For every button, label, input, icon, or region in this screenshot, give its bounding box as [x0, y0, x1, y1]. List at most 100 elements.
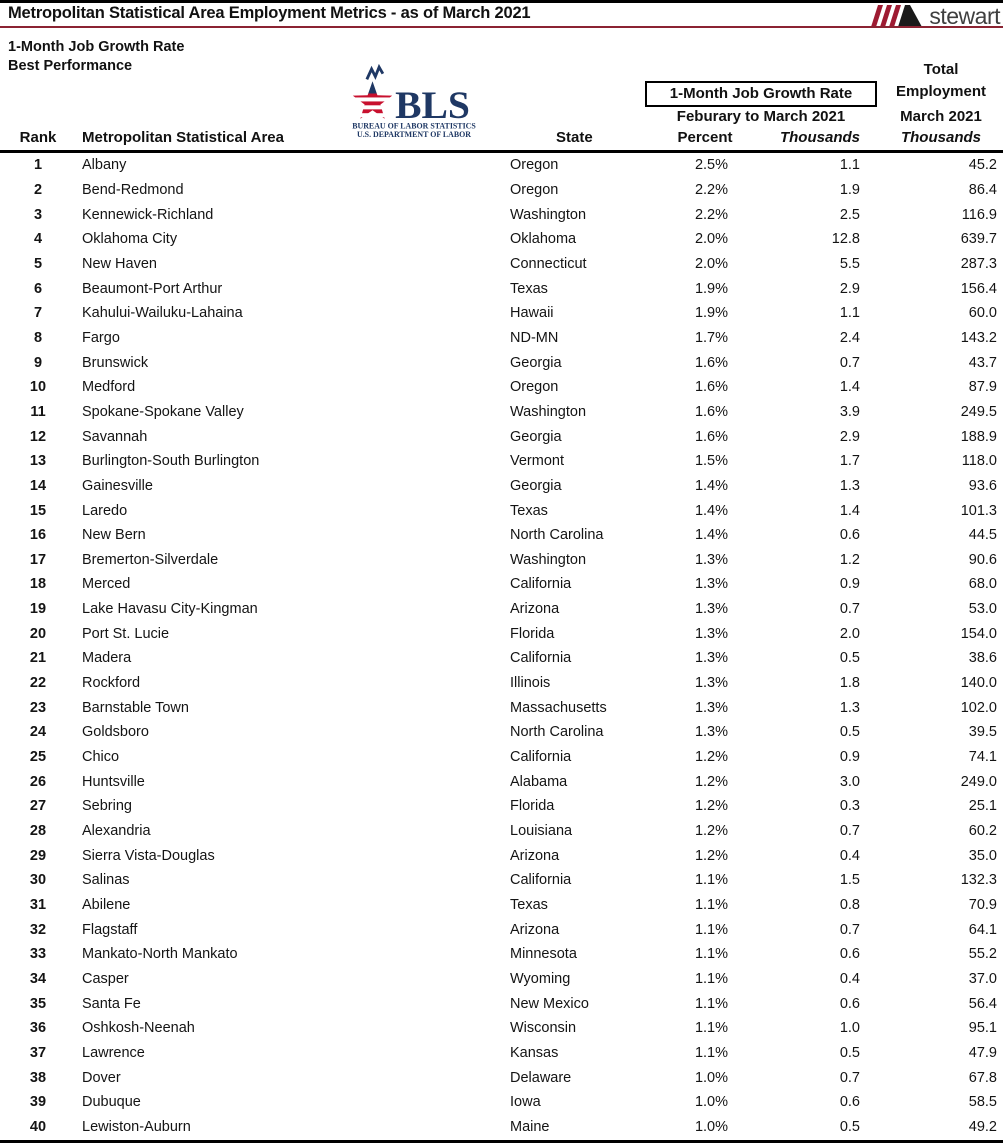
col-header-state: State: [556, 129, 593, 146]
bls-zigzag-icon: [365, 63, 385, 80]
percent-cell: 1.0%: [694, 1094, 728, 1111]
rank-cell: 16: [29, 527, 47, 544]
percent-cell: 1.7%: [694, 329, 728, 346]
percent-cell: 1.9%: [694, 280, 728, 297]
col-header-msa: Metropolitan Statistical Area: [82, 129, 284, 146]
table-row: 12 Savannah Georgia 1.6% 2.9 188.9: [0, 424, 1003, 449]
percent-cell: 1.3%: [694, 650, 728, 667]
state-cell: California: [510, 576, 572, 593]
state-cell: Arizona: [510, 847, 560, 864]
rank-cell: 26: [29, 773, 47, 790]
growth-thousands-cell: 0.7: [839, 1069, 860, 1086]
percent-cell: 1.3%: [694, 724, 728, 741]
percent-cell: 1.1%: [694, 897, 728, 914]
msa-cell: Savannah: [82, 428, 148, 445]
table-row: 34 Casper Wyoming 1.1% 0.4 37.0: [0, 967, 1003, 992]
percent-cell: 1.2%: [694, 823, 728, 840]
rank-cell: 23: [29, 699, 47, 716]
msa-cell: Kahului-Wailuku-Lahaina: [82, 305, 243, 322]
rank-cell: 33: [29, 946, 47, 963]
growth-thousands-cell: 1.2: [839, 551, 860, 568]
growth-thousands-cell: 0.5: [839, 724, 860, 741]
growth-thousands-cell: 0.9: [839, 576, 860, 593]
growth-thousands-cell: 0.4: [839, 970, 860, 987]
stewart-wordmark: stewart: [929, 3, 1000, 29]
msa-cell: Oklahoma City: [82, 231, 178, 248]
state-cell: Wisconsin: [510, 1020, 577, 1037]
rank-cell: 1: [33, 157, 43, 174]
total-thousands-cell: 101.3: [960, 502, 997, 519]
table-row: 35 Santa Fe New Mexico 1.1% 0.6 56.4: [0, 991, 1003, 1016]
state-cell: Washington: [510, 403, 587, 420]
state-cell: Louisiana: [510, 823, 573, 840]
percent-cell: 1.0%: [694, 1118, 728, 1135]
growth-thousands-cell: 2.4: [839, 329, 860, 346]
growth-thousands-cell: 1.1: [839, 157, 860, 174]
msa-cell: Albany: [82, 157, 127, 174]
state-cell: Alabama: [510, 773, 568, 790]
growth-thousands-cell: 0.8: [839, 897, 860, 914]
total-thousands-cell: 39.5: [968, 724, 997, 741]
table-row: 31 Abilene Texas 1.1% 0.8 70.9: [0, 893, 1003, 918]
percent-cell: 1.3%: [694, 551, 728, 568]
rank-cell: 38: [29, 1069, 47, 1086]
rank-cell: 25: [29, 749, 47, 766]
msa-cell: Sebring: [82, 798, 132, 815]
top-border-rule: [0, 0, 1003, 3]
rank-cell: 27: [29, 798, 47, 815]
percent-cell: 1.0%: [694, 1069, 728, 1086]
rank-cell: 36: [29, 1020, 47, 1037]
growth-thousands-cell: 2.0: [839, 625, 860, 642]
total-thousands-cell: 64.1: [968, 921, 997, 938]
msa-cell: Burlington-South Burlington: [82, 453, 260, 470]
growth-thousands-cell: 1.7: [839, 453, 860, 470]
rank-cell: 30: [29, 872, 47, 889]
state-cell: North Carolina: [510, 724, 604, 741]
msa-cell: Rockford: [82, 675, 141, 692]
total-thousands-cell: 86.4: [968, 181, 997, 198]
msa-cell: Abilene: [82, 897, 131, 914]
msa-cell: Port St. Lucie: [82, 625, 170, 642]
percent-cell: 1.1%: [694, 995, 728, 1012]
growth-thousands-cell: 1.4: [839, 379, 860, 396]
rank-cell: 9: [33, 354, 43, 371]
table-row: 5 New Haven Connecticut 2.0% 5.5 287.3: [0, 252, 1003, 277]
table-row: 4 Oklahoma City Oklahoma 2.0% 12.8 639.7: [0, 227, 1003, 252]
state-cell: Oregon: [510, 157, 559, 174]
state-cell: Texas: [510, 897, 548, 914]
rank-cell: 34: [29, 970, 47, 987]
percent-cell: 1.1%: [694, 1020, 728, 1037]
table-row: 2 Bend-Redmond Oregon 2.2% 1.9 86.4: [0, 178, 1003, 203]
table-row: 20 Port St. Lucie Florida 1.3% 2.0 154.0: [0, 621, 1003, 646]
total-thousands-cell: 143.2: [960, 329, 997, 346]
total-thousands-cell: 102.0: [960, 699, 997, 716]
percent-cell: 1.3%: [694, 576, 728, 593]
msa-cell: Brunswick: [82, 354, 149, 371]
state-cell: Iowa: [510, 1094, 541, 1111]
state-cell: Illinois: [510, 675, 551, 692]
page-title: Metropolitan Statistical Area Employment…: [8, 4, 531, 22]
percent-cell: 1.3%: [694, 601, 728, 618]
percent-cell: 1.1%: [694, 872, 728, 889]
rank-cell: 8: [33, 329, 43, 346]
total-thousands-cell: 118.0: [961, 453, 997, 470]
growth-thousands-cell: 0.5: [839, 650, 860, 667]
col-header-growth-thousands: Thousands: [779, 129, 860, 146]
rank-cell: 19: [29, 601, 47, 618]
total-thousands-cell: 249.5: [960, 403, 997, 420]
growth-thousands-cell: 12.8: [831, 231, 860, 248]
growth-thousands-cell: 2.9: [839, 428, 860, 445]
header-rule: [0, 150, 1003, 153]
percent-cell: 1.6%: [694, 379, 728, 396]
table-row: 26 Huntsville Alabama 1.2% 3.0 249.0: [0, 769, 1003, 794]
growth-thousands-cell: 0.6: [839, 1094, 860, 1111]
growth-thousands-cell: 1.9: [839, 181, 860, 198]
rank-cell: 28: [29, 823, 47, 840]
rank-cell: 6: [33, 280, 43, 297]
growth-thousands-cell: 0.7: [839, 601, 860, 618]
msa-cell: Mankato-North Mankato: [82, 946, 238, 963]
percent-cell: 1.2%: [694, 749, 728, 766]
table-row: 14 Gainesville Georgia 1.4% 1.3 93.6: [0, 474, 1003, 499]
msa-cell: Flagstaff: [82, 921, 138, 938]
total-thousands-cell: 68.0: [968, 576, 997, 593]
